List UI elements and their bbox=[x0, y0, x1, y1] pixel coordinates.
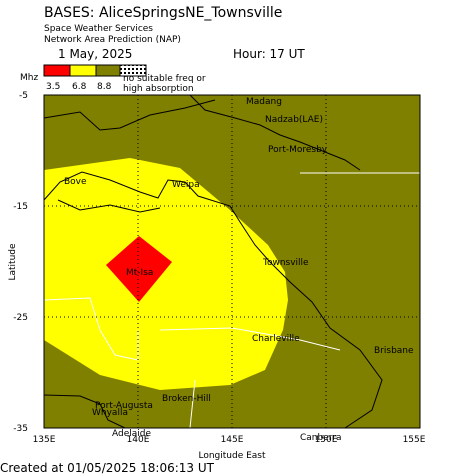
place-label: Bove bbox=[64, 177, 87, 187]
legend-note: no suitable freq or bbox=[123, 74, 206, 84]
red-region bbox=[106, 236, 172, 302]
subtitle: Network Area Prediction (NAP) bbox=[44, 35, 181, 45]
place-label: Weipa bbox=[172, 180, 200, 190]
legend-swatch bbox=[119, 64, 147, 77]
legend-label: 8.8 bbox=[97, 82, 112, 92]
border-line bbox=[189, 379, 196, 429]
legend-swatch bbox=[43, 64, 71, 77]
subtitle: Space Weather Services bbox=[44, 24, 153, 34]
legend-label: 6.8 bbox=[72, 82, 87, 92]
coastline bbox=[43, 171, 383, 429]
legend-unit: Mhz bbox=[20, 73, 38, 83]
legend-label: 3.5 bbox=[46, 82, 60, 92]
x-tick-label: 155E bbox=[403, 435, 426, 445]
place-label: Broken-Hill bbox=[162, 394, 211, 404]
place-label: Townsville bbox=[262, 258, 309, 268]
legend-note: high absorption bbox=[123, 84, 194, 94]
x-axis-label: Longitude East bbox=[198, 451, 266, 461]
y-tick-label: -25 bbox=[13, 313, 28, 323]
y-tick-label: -5 bbox=[19, 91, 28, 101]
legend-swatch bbox=[95, 64, 121, 77]
x-tick-label: 150E bbox=[315, 435, 338, 445]
coastline bbox=[57, 199, 161, 213]
place-label: Whyalla bbox=[92, 408, 128, 418]
legend-swatch bbox=[69, 64, 97, 77]
coastline bbox=[43, 394, 126, 429]
place-label: Brisbane bbox=[374, 346, 414, 356]
date: 1 May, 2025 bbox=[58, 47, 132, 61]
place-label: Canberra bbox=[300, 433, 342, 443]
coastline bbox=[43, 99, 216, 131]
place-label: Madang bbox=[246, 97, 282, 107]
yellow-region bbox=[44, 158, 288, 390]
x-tick-label: 140E bbox=[127, 435, 150, 445]
x-tick-label: 145E bbox=[221, 435, 244, 445]
map-frame bbox=[43, 94, 421, 429]
place-label: Port-Moresby bbox=[268, 145, 328, 155]
y-axis-label: Latitude bbox=[8, 243, 18, 281]
y-tick-label: -35 bbox=[13, 424, 28, 434]
border-line bbox=[159, 327, 341, 351]
footer: Created at 01/05/2025 18:06:13 UT bbox=[0, 461, 215, 475]
x-tick-label: 135E bbox=[33, 435, 56, 445]
place-label: Charleville bbox=[252, 334, 300, 344]
title: BASES: AliceSpringsNE_Townsville bbox=[44, 5, 282, 21]
place-label: Mt-Isa bbox=[126, 268, 153, 278]
place-label: Port-Augusta bbox=[95, 401, 153, 411]
place-label: Nadzab(LAE) bbox=[265, 115, 323, 125]
place-label: Adelaide bbox=[112, 429, 151, 439]
hour: Hour: 17 UT bbox=[233, 47, 305, 61]
coastline bbox=[189, 94, 361, 171]
y-tick-label: -15 bbox=[13, 202, 28, 212]
map-area: Madang Nadzab(LAE) Port-Moresby Bove Weipa Mt… bbox=[43, 94, 421, 443]
